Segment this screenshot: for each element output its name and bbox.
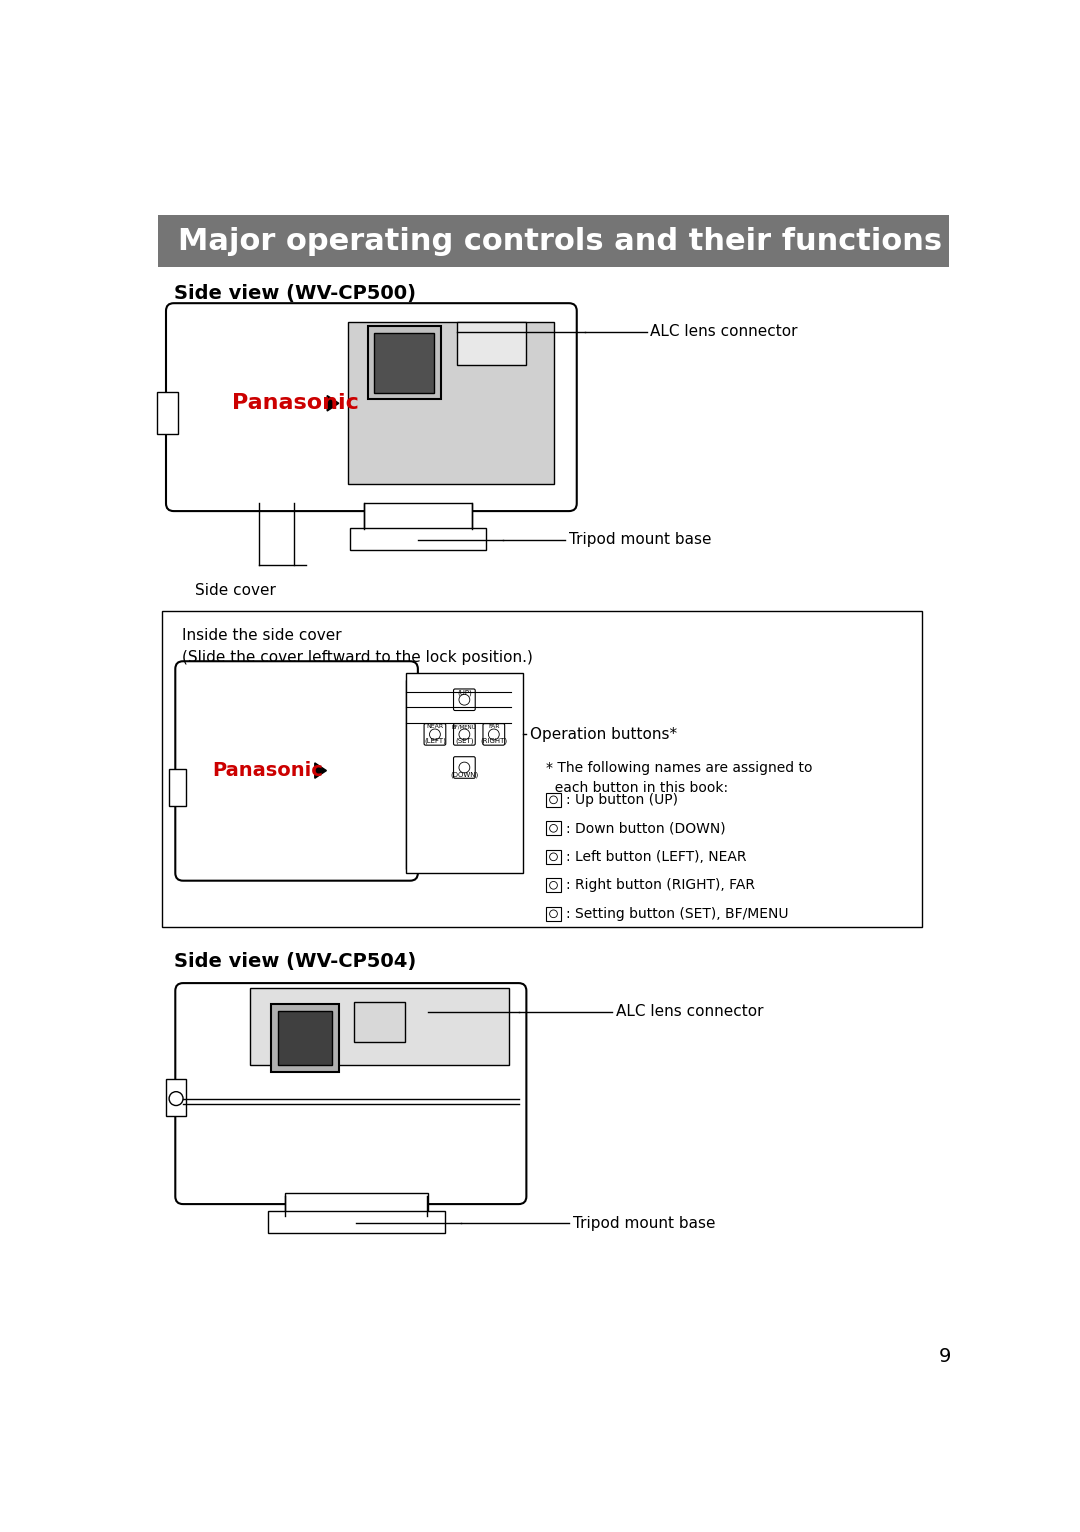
Text: FAR: FAR <box>488 723 500 729</box>
Text: 9: 9 <box>939 1347 951 1365</box>
Bar <box>278 1011 332 1065</box>
Bar <box>545 907 562 921</box>
Text: Tripod mount base: Tripod mount base <box>572 1216 715 1230</box>
Text: NEAR: NEAR <box>427 723 444 729</box>
Bar <box>545 850 562 864</box>
Bar <box>271 1003 339 1072</box>
Text: (DOWN): (DOWN) <box>450 771 478 778</box>
Bar <box>268 1210 445 1233</box>
Text: Side view (WV-CP504): Side view (WV-CP504) <box>174 953 416 971</box>
Bar <box>350 529 486 550</box>
Bar <box>406 680 511 869</box>
Text: Panasonic: Panasonic <box>213 761 323 780</box>
Circle shape <box>550 797 557 804</box>
Text: (SET): (SET) <box>455 738 474 745</box>
Bar <box>159 214 948 267</box>
Text: (LEFT): (LEFT) <box>424 738 446 745</box>
Bar <box>284 1192 428 1215</box>
Circle shape <box>550 824 557 832</box>
Circle shape <box>550 881 557 889</box>
Bar <box>545 821 562 835</box>
Text: (RIGHT): (RIGHT) <box>481 738 508 745</box>
FancyBboxPatch shape <box>424 723 446 745</box>
Text: ALC lens connector: ALC lens connector <box>650 325 798 339</box>
FancyBboxPatch shape <box>454 723 475 745</box>
Polygon shape <box>327 395 339 411</box>
Text: Tripod mount base: Tripod mount base <box>569 532 712 547</box>
Bar <box>406 673 523 873</box>
Bar <box>166 1079 186 1115</box>
FancyBboxPatch shape <box>166 303 577 512</box>
Bar <box>367 326 441 400</box>
Circle shape <box>459 694 470 705</box>
FancyBboxPatch shape <box>483 723 504 745</box>
Text: : Right button (RIGHT), FAR: : Right button (RIGHT), FAR <box>566 878 755 892</box>
Text: ALC lens connector: ALC lens connector <box>616 1003 762 1019</box>
Text: : Down button (DOWN): : Down button (DOWN) <box>566 821 726 835</box>
Bar <box>249 988 510 1065</box>
Bar <box>157 392 178 434</box>
Text: Operation buttons*: Operation buttons* <box>530 726 677 741</box>
Text: Major operating controls and their functions: Major operating controls and their funct… <box>177 227 942 256</box>
Text: Side cover: Side cover <box>195 582 276 597</box>
Circle shape <box>170 1092 183 1106</box>
Bar <box>170 769 186 806</box>
Bar <box>364 504 472 529</box>
Circle shape <box>459 729 470 740</box>
Text: (Slide the cover leftward to the lock position.): (Slide the cover leftward to the lock po… <box>181 650 532 665</box>
Text: : Setting button (SET), BF/MENU: : Setting button (SET), BF/MENU <box>566 907 788 921</box>
Bar <box>545 794 562 807</box>
Bar <box>545 878 562 892</box>
Circle shape <box>550 853 557 861</box>
FancyBboxPatch shape <box>175 662 418 881</box>
Text: Side view (WV-CP500): Side view (WV-CP500) <box>174 283 416 303</box>
Text: each button in this book:: each button in this book: <box>545 781 728 795</box>
Bar <box>457 322 526 365</box>
Text: Inside the side cover: Inside the side cover <box>181 628 341 643</box>
Circle shape <box>550 910 557 918</box>
FancyBboxPatch shape <box>175 984 526 1204</box>
FancyBboxPatch shape <box>454 689 475 711</box>
Circle shape <box>459 761 470 772</box>
Text: : Up button (UP): : Up button (UP) <box>566 794 678 807</box>
Circle shape <box>430 729 441 740</box>
Circle shape <box>488 729 499 740</box>
Polygon shape <box>314 763 326 778</box>
Text: * The following names are assigned to: * The following names are assigned to <box>545 761 812 775</box>
Text: : Left button (LEFT), NEAR: : Left button (LEFT), NEAR <box>566 850 746 864</box>
Bar <box>354 1002 405 1042</box>
FancyBboxPatch shape <box>454 757 475 778</box>
Bar <box>375 334 434 392</box>
Text: (UP): (UP) <box>457 689 472 696</box>
Text: BF/MENU: BF/MENU <box>453 725 476 729</box>
Bar <box>348 322 554 484</box>
Bar <box>162 611 921 927</box>
Text: Panasonic: Panasonic <box>232 394 359 414</box>
